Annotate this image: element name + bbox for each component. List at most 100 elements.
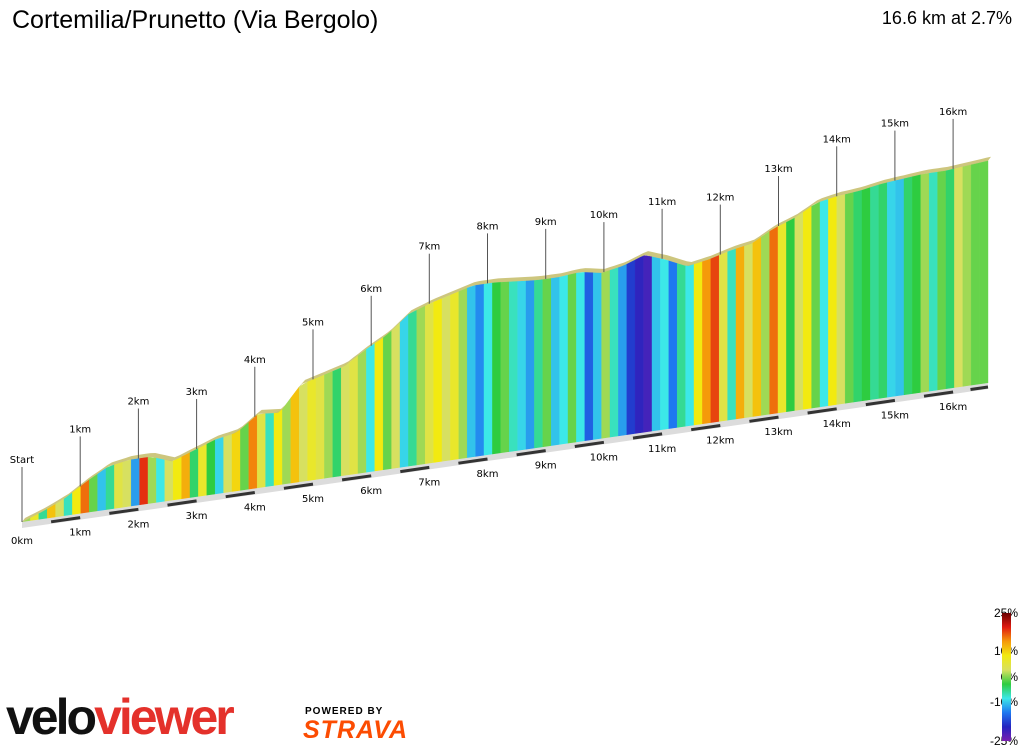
gradient-segment bbox=[282, 397, 291, 485]
gradient-segment bbox=[903, 176, 913, 396]
veloviewer-logo[interactable]: veloviewer bbox=[6, 689, 235, 745]
gradient-segment bbox=[601, 269, 611, 439]
gradient-segment bbox=[593, 272, 602, 441]
logo-text-velo: velo bbox=[6, 689, 97, 745]
gradient-segment bbox=[719, 251, 728, 422]
gradient-segment bbox=[693, 261, 703, 426]
km-band bbox=[341, 474, 372, 482]
gradient-segment bbox=[114, 461, 124, 509]
km-axis-label: 15km bbox=[881, 410, 909, 421]
gradient-segment bbox=[231, 429, 241, 493]
page-title: Cortemilia/Prunetto (Via Bergolo) bbox=[12, 6, 379, 34]
km-marker-label: 4km bbox=[244, 355, 266, 366]
gradient-segment bbox=[88, 473, 98, 513]
legend-color-bar bbox=[1002, 613, 1011, 741]
gradient-segment bbox=[803, 205, 812, 410]
gradient-segment bbox=[500, 281, 510, 454]
km-axis-label: 0km bbox=[11, 536, 33, 547]
km-band bbox=[690, 424, 721, 432]
km-band bbox=[167, 499, 197, 507]
gradient-segment bbox=[408, 309, 417, 467]
gradient-segment bbox=[509, 280, 518, 453]
gradient-segment bbox=[878, 182, 888, 399]
gradient-segment bbox=[735, 245, 745, 420]
km-axis-label: 10km bbox=[590, 452, 618, 463]
km-band bbox=[458, 457, 488, 465]
gradient-segment bbox=[172, 456, 182, 501]
km-band bbox=[807, 407, 837, 415]
gradient-legend: 25% 10% 0% -10% -25% bbox=[960, 602, 1024, 750]
gradient-segment bbox=[971, 162, 980, 386]
km-axis-label: 13km bbox=[764, 427, 792, 438]
gradient-segment bbox=[895, 178, 905, 397]
km-marker-label: 16km bbox=[939, 107, 967, 118]
km-band bbox=[632, 432, 663, 440]
gradient-segment bbox=[257, 413, 266, 489]
km-axis-label: 7km bbox=[418, 477, 440, 488]
gradient-segment bbox=[836, 193, 846, 406]
km-band bbox=[225, 491, 256, 499]
km-axis-label: 1km bbox=[69, 528, 91, 539]
logo-text-viewer: viewer bbox=[94, 689, 235, 745]
km-marker-label: 1km bbox=[69, 424, 91, 435]
gradient-segment bbox=[702, 258, 711, 425]
gradient-segment bbox=[265, 412, 275, 488]
gradient-segment bbox=[861, 187, 871, 402]
gradient-segment bbox=[819, 198, 829, 408]
gradient-segment bbox=[341, 361, 350, 477]
km-axis-label: 5km bbox=[302, 494, 324, 505]
powered-by-label: POWERED BY bbox=[305, 706, 384, 717]
gradient-segment bbox=[206, 439, 216, 496]
gradient-segment bbox=[374, 337, 384, 472]
km-marker-label: 14km bbox=[823, 134, 851, 145]
gradient-segment bbox=[139, 456, 149, 506]
gradient-segment bbox=[542, 277, 552, 448]
gradient-segment bbox=[794, 211, 804, 412]
profile-walls bbox=[21, 160, 989, 523]
gradient-segment bbox=[626, 259, 636, 436]
gradient-segment bbox=[130, 458, 140, 507]
km-band bbox=[749, 415, 779, 423]
gradient-segment bbox=[290, 386, 300, 484]
km-marker-label: 13km bbox=[764, 164, 792, 175]
gradient-segment bbox=[534, 279, 543, 449]
gradient-segment bbox=[391, 321, 401, 470]
gradient-segment bbox=[584, 271, 594, 442]
gradient-segment bbox=[315, 374, 325, 480]
km-axis-label: 2km bbox=[127, 519, 149, 530]
km-axis-label: 14km bbox=[823, 419, 851, 430]
gradient-segment bbox=[483, 282, 493, 456]
gradient-segment bbox=[189, 447, 199, 499]
gradient-segment bbox=[517, 280, 527, 451]
gradient-segment bbox=[685, 263, 695, 427]
km-axis-label: 11km bbox=[648, 444, 676, 455]
km-axis-label: 12km bbox=[706, 436, 734, 447]
gradient-segment bbox=[643, 255, 653, 433]
km-axis-label: 4km bbox=[244, 503, 266, 514]
gradient-segment bbox=[349, 355, 359, 476]
gradient-segment bbox=[769, 225, 779, 415]
gradient-segment bbox=[618, 263, 627, 437]
elevation-profile-chart: 0km Start 1km 1km 2km 2km 3km 3km 4km 4km 5km 5km 6k… bbox=[10, 107, 991, 547]
gradient-segment bbox=[357, 348, 367, 474]
km-marker-label: 3km bbox=[186, 387, 208, 398]
gradient-segment bbox=[651, 256, 661, 432]
strava-logo[interactable]: STRAVA bbox=[303, 716, 409, 744]
gradient-segment bbox=[198, 443, 208, 497]
gradient-segment bbox=[299, 381, 308, 483]
gradient-segment bbox=[929, 171, 938, 392]
gradient-segment bbox=[416, 305, 426, 466]
gradient-segment bbox=[744, 242, 753, 419]
km-marker-label: 9km bbox=[535, 217, 557, 228]
gradient-segment bbox=[307, 377, 317, 482]
gradient-segment bbox=[122, 459, 132, 508]
gradient-segment bbox=[937, 170, 947, 391]
gradient-segment bbox=[677, 262, 686, 428]
km-marker-label: 7km bbox=[418, 242, 440, 253]
gradient-segment bbox=[147, 456, 157, 505]
gradient-segment bbox=[223, 433, 233, 494]
gradient-segment bbox=[853, 189, 863, 403]
km-marker-label: 5km bbox=[302, 317, 324, 328]
gradient-segment bbox=[811, 201, 821, 409]
gradient-segment bbox=[567, 272, 577, 444]
